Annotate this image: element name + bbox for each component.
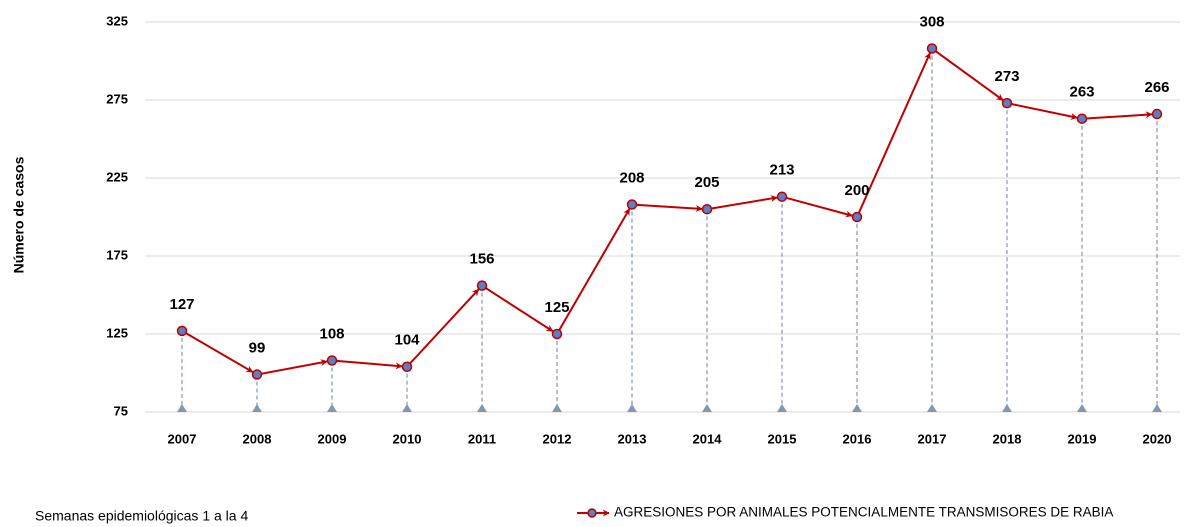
x-tick-label: 2008: [243, 431, 272, 446]
base-triangle: [402, 404, 412, 412]
point: [1001, 97, 1013, 109]
legend-marker: [587, 508, 597, 518]
data-label: 263: [1069, 84, 1094, 101]
data-label: 308: [919, 13, 944, 30]
base-triangle: [1002, 404, 1012, 412]
point: [926, 43, 938, 54]
x-tick-label: 2015: [768, 431, 797, 446]
x-tick-label: 2014: [693, 431, 723, 446]
x-tick-label: 2013: [618, 431, 647, 446]
x-tick-label: 2007: [168, 431, 197, 446]
point: [251, 369, 263, 380]
point: [626, 199, 638, 210]
data-label: 125: [544, 299, 569, 316]
x-tick-label: 2009: [318, 431, 347, 446]
base-triangle: [1077, 404, 1087, 412]
data-label: 205: [694, 174, 719, 191]
x-tick-label: 2012: [543, 431, 572, 446]
point: [401, 361, 413, 373]
point: [476, 280, 488, 291]
x-tick-label: 2019: [1068, 431, 1097, 446]
x-tick-label: 2020: [1143, 431, 1172, 446]
base-triangle: [477, 404, 487, 412]
data-label: 200: [844, 182, 869, 199]
point: [776, 191, 788, 202]
y-axis-label: Número de casos: [11, 156, 27, 273]
base-triangle: [1152, 404, 1162, 412]
series-line: [181, 46, 1158, 376]
base-triangle: [627, 404, 637, 412]
y-tick-label: 325: [106, 13, 128, 28]
base-triangle: [552, 404, 562, 412]
point: [1151, 108, 1163, 120]
x-tick-label: 2017: [918, 431, 947, 446]
data-label: 273: [994, 68, 1019, 85]
point: [1076, 113, 1088, 124]
base-triangle: [327, 404, 337, 412]
y-tick-label: 225: [106, 169, 128, 184]
base-triangle: [702, 404, 712, 412]
x-tick-label: 2011: [468, 431, 496, 446]
point: [326, 355, 338, 366]
y-tick-label: 175: [106, 247, 128, 262]
x-tick-label: 2016: [843, 431, 872, 446]
data-label: 127: [169, 296, 194, 313]
point: [551, 328, 563, 340]
data-label: 208: [619, 169, 644, 186]
x-tick-label: 2018: [993, 431, 1022, 446]
data-label: 108: [319, 325, 344, 342]
point: [701, 203, 713, 215]
y-tick-label: 275: [106, 91, 128, 106]
data-label: 213: [769, 162, 794, 179]
base-triangle: [927, 404, 937, 412]
data-label: 99: [249, 340, 266, 357]
x-tick-label: 2010: [393, 431, 422, 446]
legend-label: AGRESIONES POR ANIMALES POTENCIALMENTE T…: [614, 505, 1113, 520]
data-label: 266: [1144, 79, 1169, 96]
note: Semanas epidemiológicas 1 a la 4: [35, 508, 248, 524]
data-label: 104: [394, 332, 420, 349]
y-tick-label: 125: [106, 325, 128, 340]
y-tick-label: 75: [114, 403, 128, 418]
point: [851, 211, 863, 223]
point: [176, 325, 188, 337]
base-triangle: [777, 404, 787, 412]
base-triangle: [252, 404, 262, 412]
base-triangle: [852, 404, 862, 412]
data-label: 156: [469, 251, 494, 268]
base-triangle: [177, 404, 187, 412]
